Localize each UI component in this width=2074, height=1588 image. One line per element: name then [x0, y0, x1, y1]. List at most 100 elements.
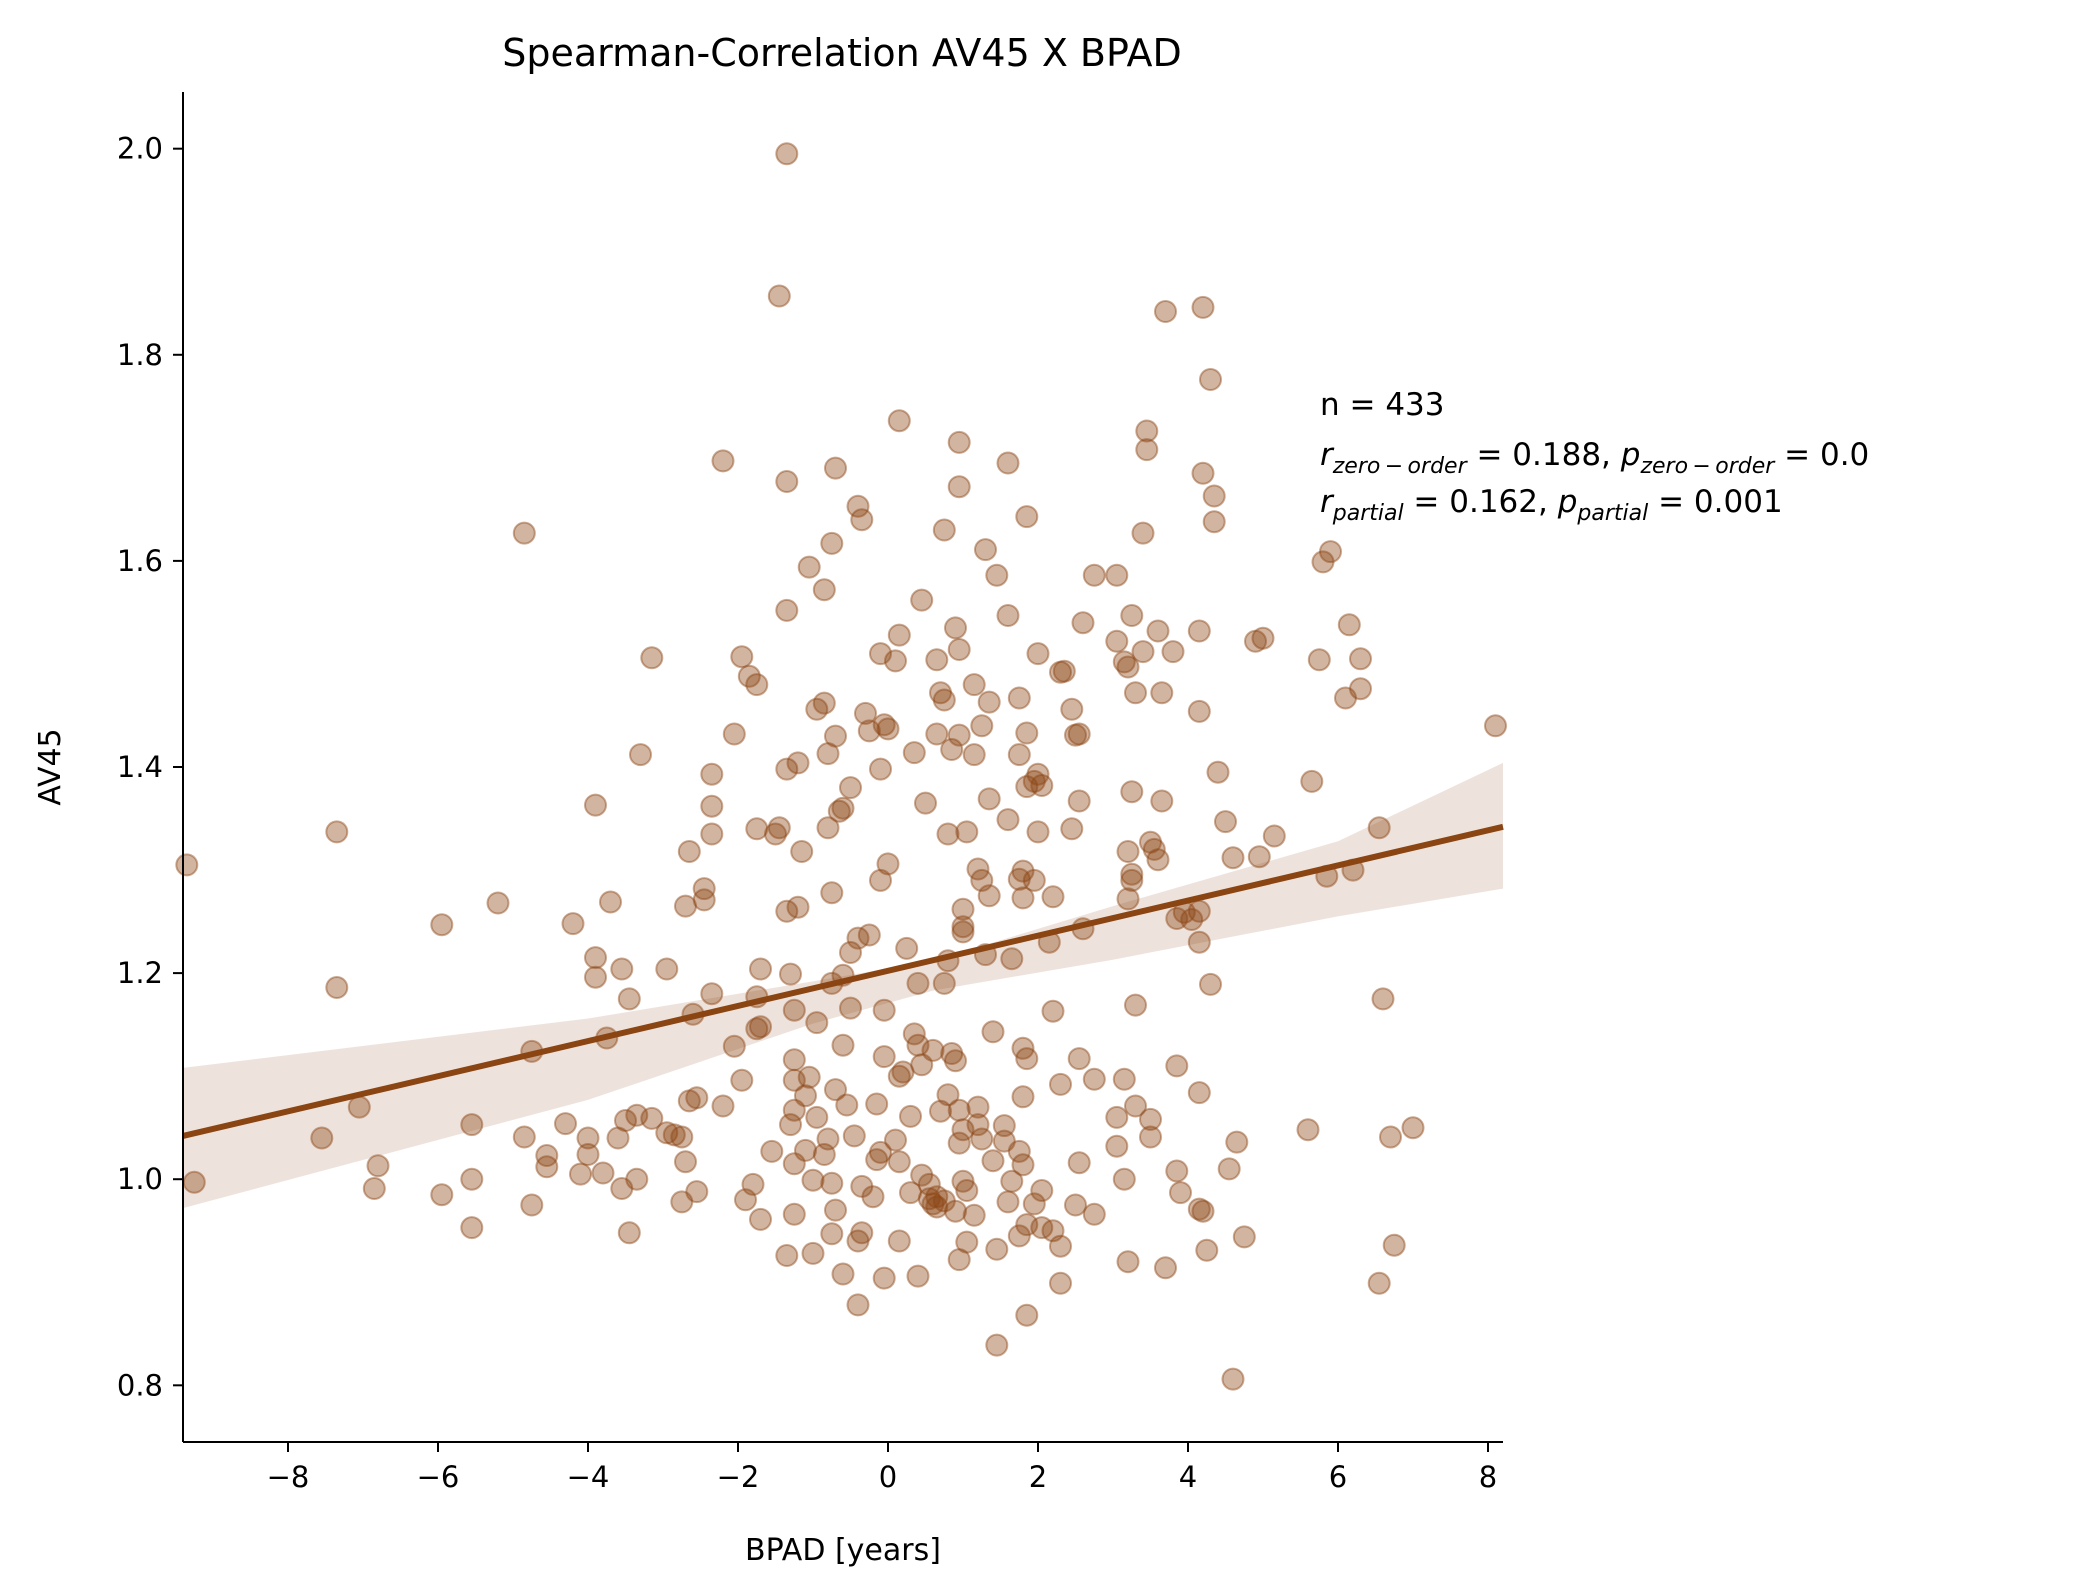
data-point: [366, 1154, 390, 1178]
data-point: [182, 1170, 206, 1194]
data-point: [1011, 886, 1035, 910]
data-point: [839, 996, 862, 1020]
data-point: [700, 762, 724, 786]
data-point: [1139, 830, 1162, 854]
data-point: [1015, 721, 1039, 745]
data-point: [887, 623, 911, 647]
data-point: [1067, 1151, 1091, 1175]
data-point: [846, 926, 870, 950]
data-point: [1112, 650, 1136, 674]
data-point: [865, 1092, 889, 1116]
data-point: [1007, 686, 1031, 710]
data-point: [1124, 1094, 1147, 1118]
data-point: [925, 1195, 949, 1219]
data-point: [591, 1161, 615, 1185]
data-point: [850, 508, 874, 532]
data-point: [1154, 1256, 1177, 1280]
data-point: [460, 1216, 484, 1240]
data-point: [929, 1099, 952, 1123]
data-point: [1007, 1139, 1031, 1163]
data-point: [797, 1065, 821, 1089]
data-point: [1124, 681, 1147, 705]
data-point: [1022, 1192, 1046, 1216]
data-point: [775, 470, 799, 493]
data-point: [925, 648, 949, 672]
data-point: [1187, 1081, 1211, 1105]
data-point: [805, 697, 829, 721]
data-point: [812, 1143, 836, 1166]
data-point: [1191, 461, 1215, 485]
data-point: [992, 1114, 1016, 1138]
data-point: [786, 751, 810, 775]
data-point: [610, 957, 634, 981]
data-point: [1022, 868, 1046, 892]
data-point: [887, 1150, 911, 1174]
data-point: [940, 1042, 964, 1065]
data-point: [1007, 867, 1031, 891]
data-point: [362, 1177, 386, 1200]
data-point: [640, 646, 664, 670]
data-point: [1221, 846, 1245, 870]
data-point: [947, 1248, 971, 1272]
data-point: [670, 1190, 694, 1214]
data-point: [779, 1113, 802, 1137]
data-point: [947, 430, 971, 454]
data-point: [1154, 300, 1177, 323]
data-point: [1067, 1047, 1091, 1071]
data-point: [1135, 419, 1159, 443]
data-point: [861, 1185, 885, 1209]
data-point: [966, 857, 990, 881]
annotation-fragment: r: [1320, 437, 1335, 473]
data-point: [981, 1149, 1005, 1173]
data-point: [1060, 697, 1084, 721]
data-point: [1007, 1224, 1031, 1248]
stats-annotation: n = 433 rzero − order = 0.188, pzero − o…: [1320, 387, 1869, 526]
data-point: [1067, 722, 1091, 746]
data-point: [1015, 1213, 1039, 1237]
data-point: [794, 1084, 817, 1108]
data-point: [872, 1045, 896, 1069]
data-point: [1371, 987, 1395, 1011]
data-point: [921, 1038, 945, 1062]
data-point: [764, 822, 787, 846]
data-point: [955, 1179, 979, 1202]
data-point: [1120, 868, 1144, 892]
data-point: [899, 1181, 922, 1205]
data-point: [1000, 1169, 1024, 1193]
y-axis-ticks: 0.8 1.0 1.2 1.4 1.6 1.8 2.0: [117, 132, 183, 1402]
data-point: [1011, 1085, 1035, 1109]
data-point: [700, 822, 724, 846]
data-point: [947, 723, 971, 747]
data-point: [906, 1033, 930, 1057]
data-point: [790, 840, 814, 863]
data-point: [1484, 714, 1507, 738]
data-point: [944, 616, 967, 640]
data-point: [1169, 1181, 1192, 1205]
data-point: [1030, 774, 1054, 797]
data-point: [932, 971, 956, 995]
data-point: [827, 799, 851, 823]
x-tick-label: −8: [267, 1460, 310, 1494]
data-point: [947, 638, 971, 661]
data-point: [1206, 760, 1230, 784]
data-point: [674, 1150, 697, 1174]
data-point: [977, 884, 1001, 908]
data-point: [1015, 1303, 1039, 1327]
data-point: [932, 688, 956, 712]
data-point: [782, 1068, 806, 1092]
data-point: [872, 998, 896, 1022]
data-point: [801, 1241, 825, 1265]
data-point: [486, 891, 510, 915]
data-point: [310, 1126, 334, 1150]
data-point: [1015, 1047, 1039, 1071]
data-point: [970, 868, 994, 892]
data-point: [1082, 563, 1106, 587]
data-point: [745, 673, 769, 697]
annotation-fragment: = 0.188,: [1467, 437, 1621, 473]
data-point: [625, 1167, 649, 1191]
data-point: [175, 853, 199, 877]
data-point: [831, 796, 855, 820]
data-point: [1202, 484, 1226, 508]
data-point: [962, 1203, 986, 1227]
